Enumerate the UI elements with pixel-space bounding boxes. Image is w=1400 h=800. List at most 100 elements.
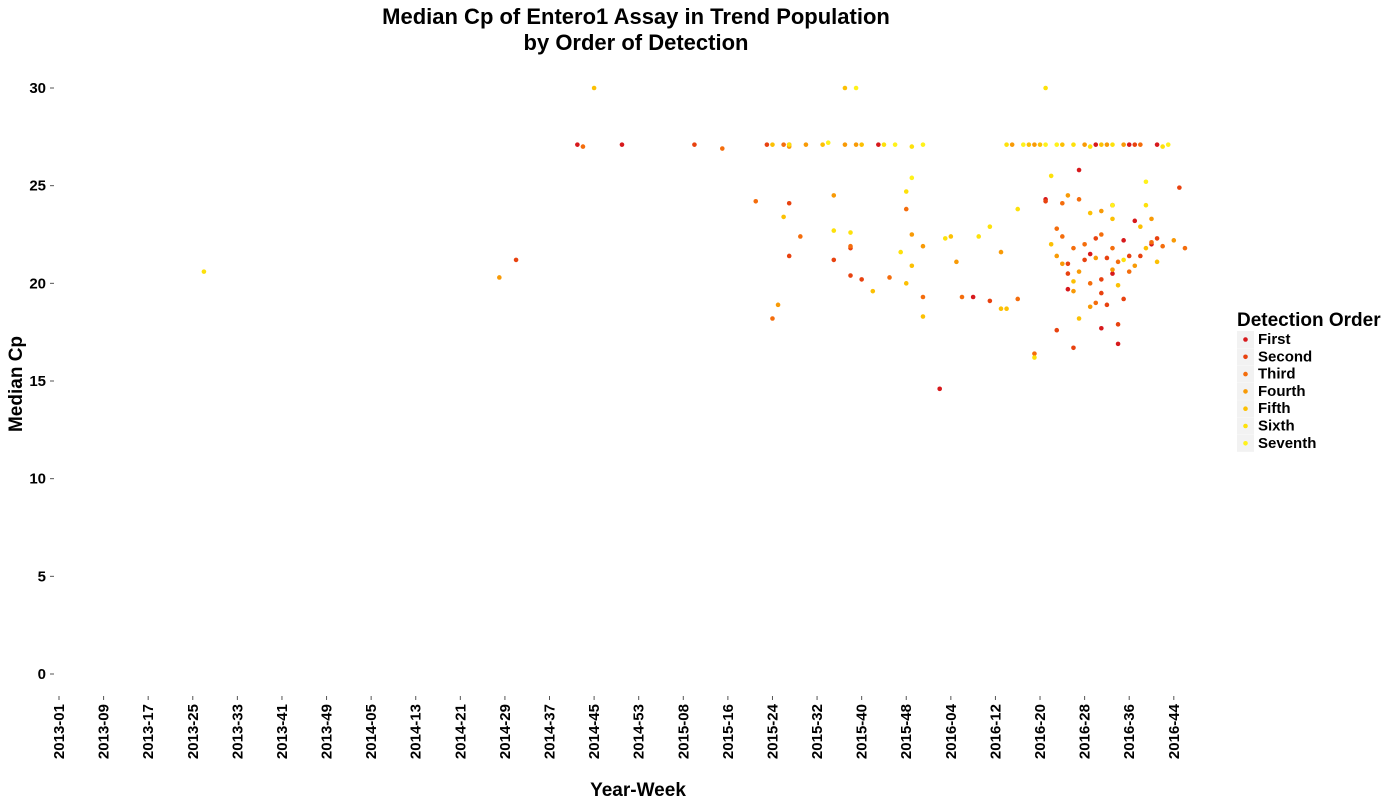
legend-label-fourth: Fourth — [1258, 383, 1305, 400]
data-point — [1099, 232, 1104, 237]
data-point — [1076, 316, 1082, 321]
x-tick-label: 2016-36 — [1121, 704, 1138, 759]
x-tick-label: 2013-01 — [51, 704, 68, 759]
series-sixth — [201, 85, 1165, 360]
data-point — [825, 140, 831, 145]
data-point — [909, 175, 915, 181]
legend-title: Detection Order — [1237, 310, 1381, 331]
data-point — [920, 243, 926, 249]
data-point — [1160, 243, 1165, 249]
data-point — [1154, 142, 1160, 147]
data-point — [1126, 253, 1132, 259]
y-tick-label: 10 — [29, 471, 46, 488]
data-point — [853, 142, 859, 147]
x-tick-label: 2015-16 — [720, 704, 737, 759]
data-point — [937, 386, 942, 392]
data-point — [1087, 251, 1093, 257]
data-point — [1104, 255, 1110, 261]
data-point — [948, 234, 954, 239]
data-point — [859, 277, 864, 282]
data-point — [848, 230, 853, 235]
legend-label-fifth: Fifth — [1258, 400, 1290, 417]
data-point — [201, 269, 207, 274]
x-tick-label: 2014-37 — [542, 704, 559, 759]
data-point — [786, 200, 792, 206]
data-point — [803, 142, 809, 147]
legend-label-first: First — [1258, 331, 1291, 348]
x-axis-title: Year-Week — [590, 780, 686, 800]
data-point — [1060, 261, 1065, 267]
series-fourth — [497, 142, 1177, 310]
data-point — [781, 214, 786, 220]
y-axis: 0 5 10 15 20 25 30 — [29, 80, 54, 683]
data-point — [1071, 279, 1076, 284]
x-tick-label: 2013-09 — [96, 704, 113, 759]
y-axis-title: Median Cp — [6, 336, 27, 432]
data-point — [1060, 234, 1065, 239]
data-point — [786, 142, 792, 147]
data-point — [1115, 259, 1121, 265]
legend-swatch — [1243, 389, 1248, 394]
legend-swatch — [1243, 406, 1248, 412]
data-point — [848, 243, 853, 249]
data-point — [1065, 193, 1071, 198]
x-tick-label: 2013-33 — [229, 704, 246, 759]
data-point — [909, 144, 915, 149]
data-point — [1054, 142, 1060, 147]
data-point — [959, 294, 965, 300]
x-tick-label: 2015-32 — [809, 704, 826, 759]
data-point — [1032, 142, 1037, 147]
data-point — [1121, 296, 1126, 302]
data-point — [831, 228, 837, 233]
data-point — [1138, 142, 1143, 147]
chart-subtitle: by Order of Detection — [524, 30, 749, 55]
data-point — [1115, 322, 1121, 327]
data-point — [1060, 200, 1065, 206]
data-point — [1015, 206, 1021, 212]
x-tick-label: 2013-49 — [319, 704, 336, 759]
data-point — [1071, 345, 1076, 351]
y-tick-label: 0 — [38, 666, 46, 683]
y-tick-label: 5 — [38, 568, 46, 585]
data-point — [1087, 144, 1093, 149]
data-points — [201, 85, 1188, 392]
data-point — [1093, 255, 1099, 261]
x-tick-label: 2015-48 — [898, 704, 915, 759]
data-point — [1043, 142, 1048, 147]
data-point — [1099, 325, 1104, 331]
data-point — [920, 142, 926, 147]
y-tick-label: 25 — [29, 178, 46, 195]
data-point — [1143, 179, 1149, 185]
data-point — [976, 234, 982, 239]
x-tick-label: 2015-24 — [764, 703, 781, 759]
data-point — [876, 142, 881, 147]
series-second — [513, 142, 1182, 351]
data-point — [870, 288, 876, 294]
data-point — [1026, 142, 1032, 147]
data-point — [1121, 238, 1126, 243]
data-point — [1048, 241, 1054, 247]
legend-label-seventh: Seventh — [1258, 435, 1316, 452]
data-point — [1009, 142, 1015, 147]
data-point — [1121, 142, 1126, 147]
x-tick-label: 2016-44 — [1166, 703, 1183, 759]
data-point — [575, 142, 580, 147]
data-point — [1099, 277, 1104, 282]
data-point — [903, 206, 909, 212]
data-point — [1071, 142, 1076, 147]
data-point — [781, 142, 786, 147]
chart-title: Median Cp of Entero1 Assay in Trend Popu… — [382, 4, 890, 29]
data-point — [1004, 306, 1009, 312]
data-point — [775, 302, 781, 308]
data-point — [619, 142, 625, 147]
data-point — [942, 236, 948, 241]
data-point — [1082, 241, 1087, 247]
data-point — [1043, 85, 1048, 91]
series-seventh — [825, 85, 1171, 208]
data-point — [1104, 302, 1110, 308]
data-point — [1087, 304, 1093, 310]
data-point — [1149, 216, 1154, 222]
data-point — [764, 142, 770, 147]
data-point — [831, 193, 837, 198]
legend-swatch — [1243, 337, 1248, 342]
